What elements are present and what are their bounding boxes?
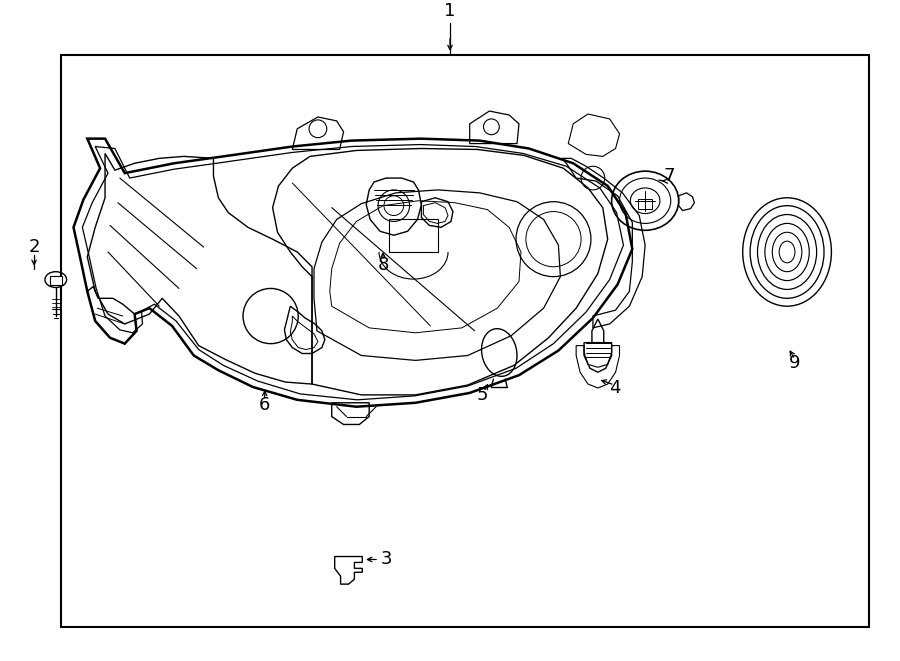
- Bar: [50, 276, 62, 286]
- Text: 6: 6: [259, 396, 270, 414]
- Text: 2: 2: [28, 238, 40, 256]
- Text: 3: 3: [381, 551, 392, 568]
- Text: 1: 1: [445, 3, 455, 20]
- Text: 4: 4: [608, 379, 620, 397]
- Bar: [638, 199, 652, 209]
- Text: 9: 9: [789, 354, 801, 372]
- Text: 8: 8: [377, 256, 389, 274]
- Bar: [60, 55, 868, 627]
- Text: 7: 7: [663, 167, 674, 185]
- Text: 5: 5: [477, 386, 489, 404]
